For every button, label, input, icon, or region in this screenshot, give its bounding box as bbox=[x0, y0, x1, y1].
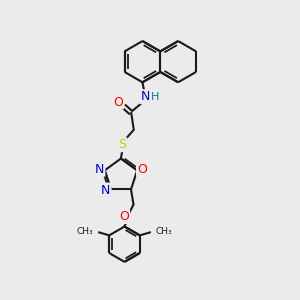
Text: O: O bbox=[113, 95, 123, 109]
Text: O: O bbox=[119, 210, 129, 223]
Text: CH₃: CH₃ bbox=[156, 227, 172, 236]
Text: N: N bbox=[101, 184, 111, 196]
Text: CH₃: CH₃ bbox=[77, 227, 93, 236]
Text: H: H bbox=[151, 92, 159, 102]
Text: O: O bbox=[137, 163, 147, 176]
Text: S: S bbox=[118, 138, 126, 151]
Text: N: N bbox=[141, 90, 150, 103]
Text: N: N bbox=[95, 163, 104, 176]
